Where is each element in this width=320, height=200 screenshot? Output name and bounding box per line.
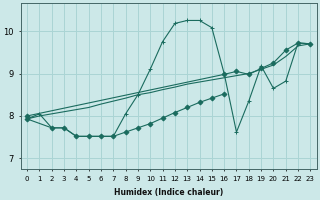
X-axis label: Humidex (Indice chaleur): Humidex (Indice chaleur)	[114, 188, 223, 197]
